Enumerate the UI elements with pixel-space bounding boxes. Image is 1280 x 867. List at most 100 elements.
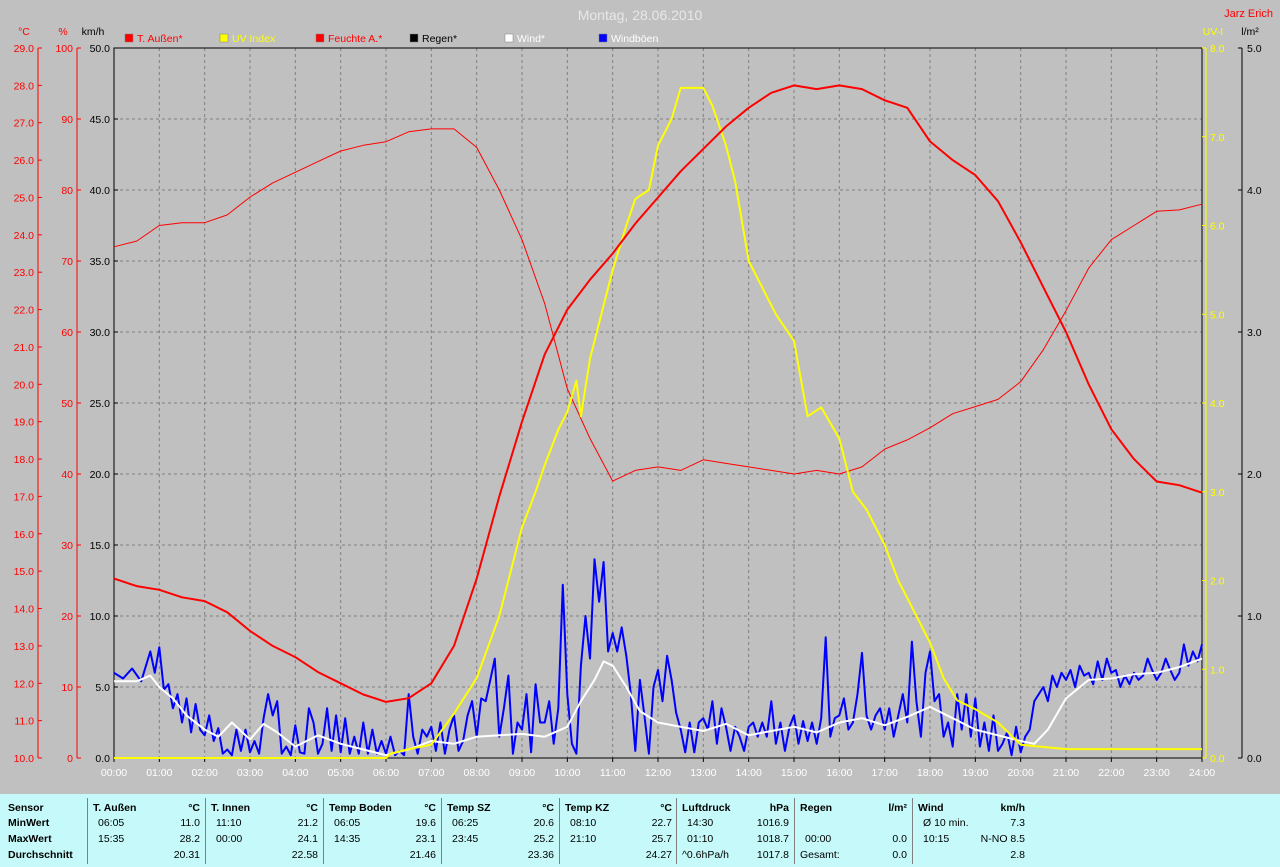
legend-label: UV Index — [232, 33, 276, 45]
stats-avg-value: 21.46 — [409, 849, 436, 861]
axis-units: °C% km/h UV-I l/m² — [18, 26, 1259, 38]
stats-min-value: 19.6 — [415, 817, 436, 829]
time-axis-tick-label: 13:00 — [690, 767, 716, 779]
humidity-axis-tick-label: 90 — [61, 114, 73, 126]
stats-min-value: 7.3 — [1010, 817, 1025, 829]
temp-axis-tick-label: 29.0 — [14, 43, 35, 55]
legend-swatch — [409, 33, 419, 43]
wind-axis-tick-label: 25.0 — [90, 398, 111, 410]
series-t-außen-line — [113, 84, 1203, 703]
time-axis-tick-label: 12:00 — [645, 767, 671, 779]
wind-axis-tick-label: 30.0 — [90, 327, 111, 339]
time-axis-tick-label: 10:00 — [554, 767, 580, 779]
humidity-axis-tick-label: 40 — [61, 469, 73, 481]
stats-max-value: 28.2 — [179, 833, 200, 845]
wind-axis-tick-label: 50.0 — [90, 43, 111, 55]
stats-max-value: 25.7 — [651, 833, 672, 845]
stats-separator — [676, 798, 677, 864]
time-axis-tick-label: 11:00 — [600, 767, 626, 779]
stats-separator — [323, 798, 324, 864]
humidity-axis-tick-label: 30 — [61, 540, 73, 552]
stats-group-unit: °C — [188, 802, 200, 814]
stats-group-unit: °C — [660, 802, 672, 814]
uv-axis-unit: UV-I — [1203, 26, 1223, 38]
temp-axis-tick-label: 19.0 — [14, 417, 35, 429]
temp-axis-tick-label: 24.0 — [14, 230, 35, 242]
stats-min-value: 1016.9 — [756, 817, 789, 829]
time-axis-tick-label: 16:00 — [826, 767, 852, 779]
legend-swatch — [504, 33, 514, 43]
stats-max-value: 25.2 — [533, 833, 554, 845]
uv-axis-tick-label: 8.0 — [1210, 43, 1225, 55]
wind-axis-tick-label: 45.0 — [90, 114, 111, 126]
temp-axis-tick-label: 26.0 — [14, 155, 35, 167]
rain-axis-tick-label: 3.0 — [1247, 327, 1262, 339]
chart-series — [113, 84, 1203, 759]
temp-axis-tick-label: 10.0 — [14, 753, 35, 765]
weather-chart: Montag, 28.06.2010 Jarz Erich T. Außen* U… — [14, 7, 1273, 779]
stats-avg-value: 1017.8 — [756, 849, 789, 861]
stats-row-label: Sensor — [8, 802, 44, 814]
temp-axis-tick-label: 16.0 — [14, 529, 35, 541]
stats-avg-value: 24.27 — [645, 849, 672, 861]
stats-avg-value: 2.8 — [1010, 849, 1025, 861]
stats-separator — [441, 798, 442, 864]
humidity-axis-tick-label: 60 — [61, 327, 73, 339]
series-feuchte-a-line — [113, 128, 1203, 482]
humidity-axis-tick-label: 70 — [61, 256, 73, 268]
time-axis-tick-label: 21:00 — [1053, 767, 1079, 779]
time-axis-tick-label: 15:00 — [781, 767, 807, 779]
legend-label: Regen* — [422, 33, 457, 45]
chart-axes: 29.0 28.0 27.0 26.0 25.0 24.0 23.0 22.0 21.0 20.0… — [14, 43, 1262, 779]
stats-group-unit: km/h — [1000, 802, 1025, 814]
stats-group-unit: °C — [306, 802, 318, 814]
legend-label: Feuchte A.* — [328, 33, 382, 45]
rain-axis-tick-label: 4.0 — [1247, 185, 1262, 197]
stats-max-time: 00:00 — [216, 833, 243, 845]
stats-avg-value: 23.36 — [527, 849, 554, 861]
time-axis-tick-label: 00:00 — [101, 767, 127, 779]
stats-min-value: 21.2 — [297, 817, 318, 829]
time-axis-tick-label: 06:00 — [373, 767, 399, 779]
stats-max-time: 23:45 — [452, 833, 479, 845]
uv-axis-tick-label: 4.0 — [1210, 398, 1225, 410]
chart-title: Montag, 28.06.2010 — [578, 7, 703, 23]
legend-label: Windböen — [611, 33, 658, 45]
stats-min-value: 22.7 — [651, 817, 672, 829]
rain-axis-tick-label: 2.0 — [1247, 469, 1262, 481]
stats-avg-label: Gesamt: — [800, 849, 840, 861]
temp-axis-unit: °C — [18, 26, 30, 38]
stats-row-label: MinWert — [8, 817, 50, 829]
temp-axis-tick-label: 21.0 — [14, 342, 35, 354]
stats-max-value: 1018.7 — [756, 833, 789, 845]
uv-axis-tick-label: 0.0 — [1210, 753, 1225, 765]
series-wind-line — [114, 657, 1203, 757]
temp-axis-tick-label: 12.0 — [14, 678, 35, 690]
time-axis-tick-label: 05:00 — [328, 767, 354, 779]
stats-max-time: 14:35 — [334, 833, 361, 845]
legend-label: Wind* — [517, 33, 545, 45]
uv-axis-tick-label: 2.0 — [1210, 576, 1225, 588]
stats-row-label: Durchschnitt — [8, 849, 73, 861]
temp-axis-tick-label: 11.0 — [14, 716, 34, 728]
time-axis-tick-label: 02:00 — [192, 767, 218, 779]
stats-min-time: 08:10 — [570, 817, 597, 829]
series-uv-index-line — [114, 86, 1202, 759]
rain-axis-tick-label: 5.0 — [1247, 43, 1262, 55]
uv-axis-tick-label: 5.0 — [1210, 309, 1225, 321]
wind-axis-tick-label: 15.0 — [90, 540, 111, 552]
temp-axis-tick-label: 14.0 — [14, 604, 35, 616]
statistics-panel: Sensor MinWert MaxWert Durchschnitt T. Außen… — [0, 794, 1280, 867]
stats-group-name: Regen — [800, 802, 833, 814]
legend-swatch — [219, 33, 229, 43]
time-axis-tick-label: 04:00 — [282, 767, 308, 779]
stats-group-name: Wind — [918, 802, 944, 814]
time-axis-tick-label: 23:00 — [1144, 767, 1170, 779]
humidity-axis-unit: % — [58, 26, 67, 38]
time-axis-tick-label: 17:00 — [872, 767, 898, 779]
wind-axis-tick-label: 0.0 — [95, 753, 110, 765]
time-axis-tick-label: 01:00 — [146, 767, 172, 779]
stats-min-time: 14:30 — [687, 817, 714, 829]
temp-axis-tick-label: 15.0 — [14, 566, 35, 578]
stats-min-time: 06:05 — [334, 817, 361, 829]
